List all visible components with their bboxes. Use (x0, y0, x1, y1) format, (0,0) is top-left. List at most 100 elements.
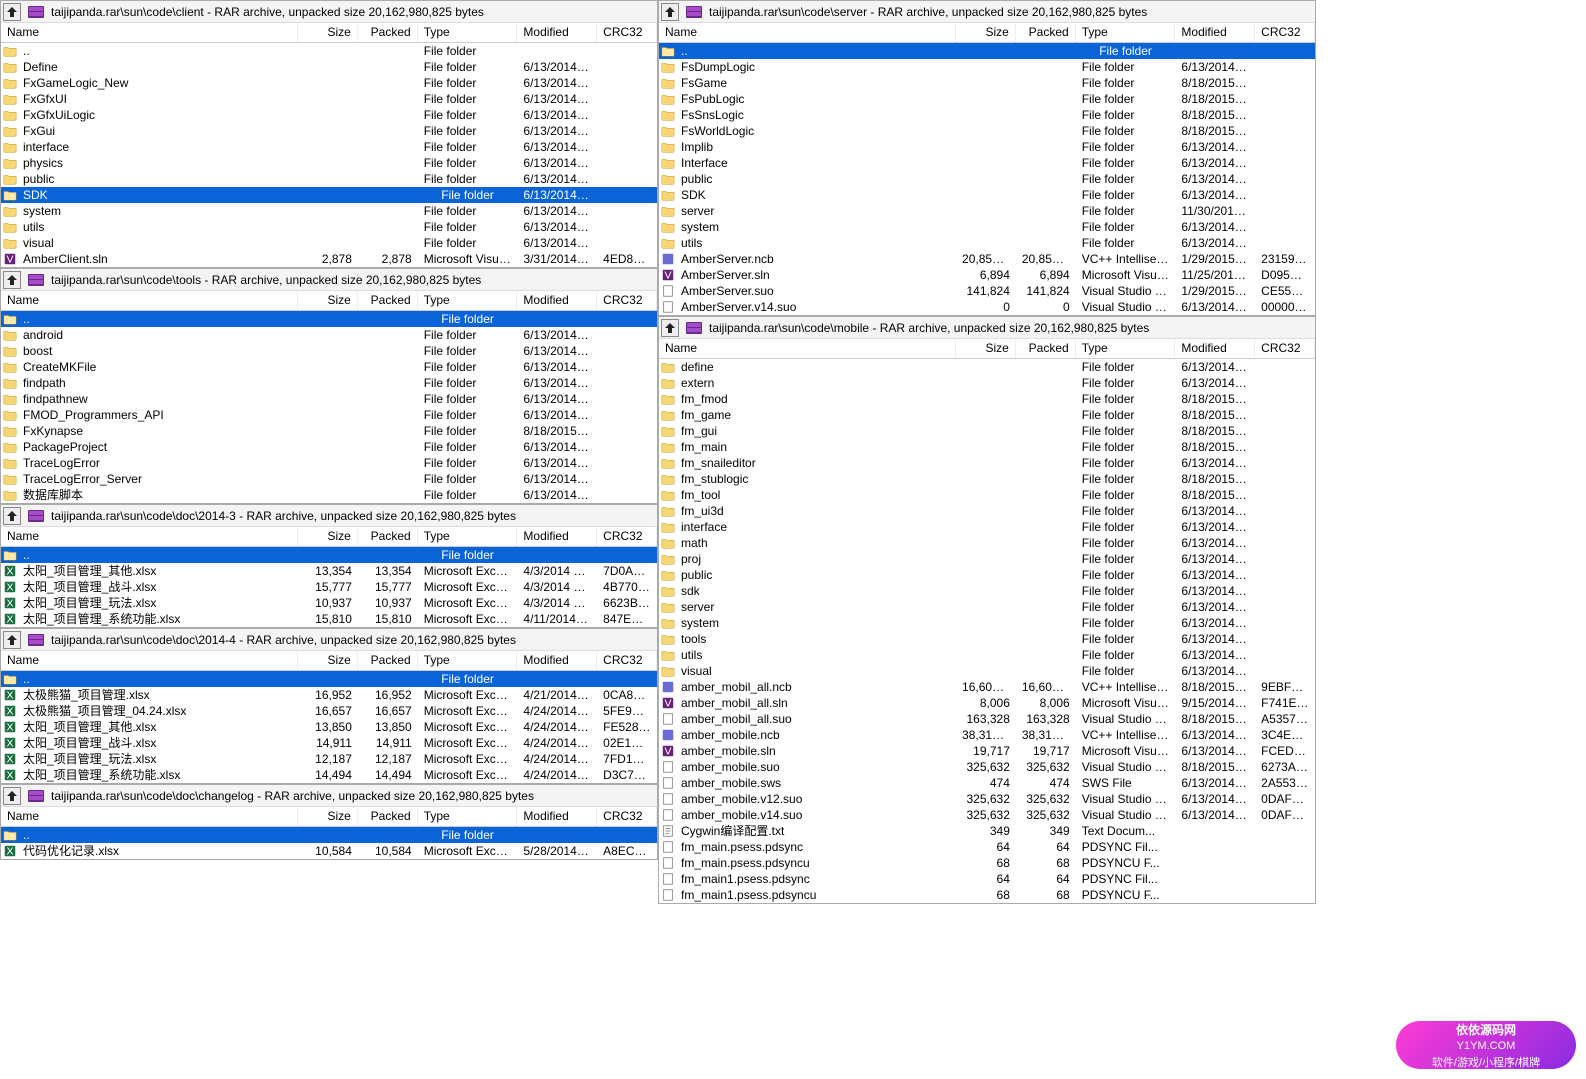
table-row[interactable]: fm_game File folder 8/18/2015 4:23 ... (659, 407, 1315, 423)
col-type[interactable]: Type (418, 807, 518, 826)
table-row[interactable]: amber_mobile.sws 474 474 SWS File 6/13/2… (659, 775, 1315, 791)
table-row[interactable]: .. File folder (1, 43, 657, 59)
up-button[interactable] (3, 631, 21, 649)
col-name[interactable]: Name (1, 527, 298, 546)
table-row[interactable]: SDK File folder 6/13/2014 8:59 ... (659, 187, 1315, 203)
table-row[interactable]: interface File folder 6/13/2014 8:59 ... (659, 519, 1315, 535)
table-row[interactable]: V AmberClient.sln 2,878 2,878 Microsoft … (1, 251, 657, 267)
col-modified[interactable]: Modified (517, 291, 597, 310)
table-row[interactable]: X 太阳_项目管理_玩法.xlsx 10,937 10,937 Microsof… (1, 595, 657, 611)
table-row[interactable]: .. File folder (659, 43, 1315, 59)
col-modified[interactable]: Modified (1175, 339, 1255, 358)
table-row[interactable]: amber_mobile.suo 325,632 325,632 Visual … (659, 759, 1315, 775)
up-button[interactable] (661, 319, 679, 337)
table-row[interactable]: .. File folder (1, 827, 657, 843)
up-button[interactable] (3, 3, 21, 21)
col-size[interactable]: Size (298, 807, 358, 826)
table-row[interactable]: visual File folder 6/13/2014 8:59 ... (659, 663, 1315, 679)
col-crc[interactable]: CRC32 (597, 527, 657, 546)
table-row[interactable]: fm_main1.psess.pdsync 64 64 PDSYNC Fil..… (659, 871, 1315, 887)
table-row[interactable]: math File folder 6/13/2014 8:59 ... (659, 535, 1315, 551)
table-row[interactable]: .. File folder (1, 671, 657, 687)
table-row[interactable]: utils File folder 6/13/2014 8:59 ... (659, 235, 1315, 251)
up-button[interactable] (3, 787, 21, 805)
table-row[interactable]: Interface File folder 6/13/2014 8:59 ... (659, 155, 1315, 171)
table-row[interactable]: public File folder 6/13/2014 8:59 ... (1, 171, 657, 187)
col-name[interactable]: Name (1, 651, 298, 670)
col-name[interactable]: Name (659, 339, 956, 358)
table-row[interactable]: server File folder 11/30/2014 6:3... (659, 203, 1315, 219)
table-row[interactable]: X 太极熊猫_项目管理_04.24.xlsx 16,657 16,657 Mic… (1, 703, 657, 719)
col-name[interactable]: Name (1, 807, 298, 826)
table-row[interactable]: FsSnsLogic File folder 8/18/2015 4:23 ..… (659, 107, 1315, 123)
col-crc[interactable]: CRC32 (597, 807, 657, 826)
table-row[interactable]: FxGfxUI File folder 6/13/2014 8:59 ... (1, 91, 657, 107)
table-row[interactable]: public File folder 6/13/2014 8:59 ... (659, 567, 1315, 583)
col-type[interactable]: Type (418, 23, 518, 42)
table-row[interactable]: CreateMKFile File folder 6/13/2014 9:06 … (1, 359, 657, 375)
table-row[interactable]: X 太阳_项目管理_系统功能.xlsx 14,494 14,494 Micros… (1, 767, 657, 783)
table-row[interactable]: amber_mobile.v14.suo 325,632 325,632 Vis… (659, 807, 1315, 823)
table-row[interactable]: amber_mobil_all.suo 163,328 163,328 Visu… (659, 711, 1315, 727)
col-size[interactable]: Size (956, 23, 1016, 42)
table-row[interactable]: fm_main1.psess.pdsyncu 68 68 PDSYNCU F..… (659, 887, 1315, 903)
table-row[interactable]: findpath File folder 6/13/2014 8:56 ... (1, 375, 657, 391)
table-row[interactable]: proj File folder 6/13/2014 8:56 ... (659, 551, 1315, 567)
col-type[interactable]: Type (418, 291, 518, 310)
table-row[interactable]: system File folder 6/13/2014 8:59 ... (659, 615, 1315, 631)
col-modified[interactable]: Modified (517, 527, 597, 546)
col-crc[interactable]: CRC32 (1255, 339, 1315, 358)
column-headers[interactable]: Name Size Packed Type Modified CRC32 (659, 339, 1315, 359)
table-row[interactable]: sdk File folder 6/13/2014 8:56 ... (659, 583, 1315, 599)
table-row[interactable]: AmberServer.ncb 20,851,712 20,851,712 VC… (659, 251, 1315, 267)
table-row[interactable]: TraceLogError File folder 6/13/2014 9:06… (1, 455, 657, 471)
col-packed[interactable]: Packed (358, 527, 418, 546)
table-row[interactable]: extern File folder 6/13/2014 8:56 ... (659, 375, 1315, 391)
table-row[interactable]: system File folder 6/13/2014 8:59 ... (1, 203, 657, 219)
up-button[interactable] (661, 3, 679, 21)
table-row[interactable]: fm_stublogic File folder 8/18/2015 4:28 … (659, 471, 1315, 487)
col-crc[interactable]: CRC32 (1255, 23, 1315, 42)
table-row[interactable]: physics File folder 6/13/2014 8:59 ... (1, 155, 657, 171)
table-row[interactable]: amber_mobile.v12.suo 325,632 325,632 Vis… (659, 791, 1315, 807)
table-row[interactable]: android File folder 6/13/2014 9:05 ... (1, 327, 657, 343)
table-row[interactable]: fm_snaileditor File folder 6/13/2014 8:5… (659, 455, 1315, 471)
col-type[interactable]: Type (418, 527, 518, 546)
column-headers[interactable]: Name Size Packed Type Modified CRC32 (1, 527, 657, 547)
table-row[interactable]: PackageProject File folder 6/13/2014 8:5… (1, 439, 657, 455)
table-row[interactable]: fm_main File folder 8/18/2015 4:23 ... (659, 439, 1315, 455)
table-row[interactable]: tools File folder 6/13/2014 8:59 ... (659, 631, 1315, 647)
table-row[interactable]: FMOD_Programmers_API File folder 6/13/20… (1, 407, 657, 423)
table-row[interactable]: findpathnew File folder 6/13/2014 8:56 .… (1, 391, 657, 407)
col-packed[interactable]: Packed (358, 807, 418, 826)
table-row[interactable]: public File folder 6/13/2014 8:59 ... (659, 171, 1315, 187)
col-size[interactable]: Size (956, 339, 1016, 358)
col-packed[interactable]: Packed (358, 23, 418, 42)
table-row[interactable]: Define File folder 6/13/2014 8:59 ... (1, 59, 657, 75)
table-row[interactable]: utils File folder 6/13/2014 8:59 ... (1, 219, 657, 235)
column-headers[interactable]: Name Size Packed Type Modified CRC32 (1, 807, 657, 827)
col-modified[interactable]: Modified (517, 807, 597, 826)
table-row[interactable]: 数据库脚本 File folder 6/13/2014 8:59 ... (1, 487, 657, 503)
column-headers[interactable]: Name Size Packed Type Modified CRC32 (1, 291, 657, 311)
table-row[interactable]: AmberServer.suo 141,824 141,824 Visual S… (659, 283, 1315, 299)
table-row[interactable]: utils File folder 6/13/2014 8:59 ... (659, 647, 1315, 663)
col-type[interactable]: Type (1076, 339, 1176, 358)
col-crc[interactable]: CRC32 (597, 291, 657, 310)
col-size[interactable]: Size (298, 527, 358, 546)
table-row[interactable]: FsPubLogic File folder 8/18/2015 4:23 ..… (659, 91, 1315, 107)
table-row[interactable]: fm_ui3d File folder 6/13/2014 8:59 ... (659, 503, 1315, 519)
table-row[interactable]: X 太阳_项目管理_战斗.xlsx 15,777 15,777 Microsof… (1, 579, 657, 595)
col-name[interactable]: Name (1, 291, 298, 310)
col-name[interactable]: Name (659, 23, 956, 42)
col-packed[interactable]: Packed (358, 291, 418, 310)
col-modified[interactable]: Modified (517, 651, 597, 670)
table-row[interactable]: interface File folder 6/13/2014 8:59 ... (1, 139, 657, 155)
table-row[interactable]: FxGui File folder 6/13/2014 8:59 ... (1, 123, 657, 139)
table-row[interactable]: amber_mobile.ncb 38,317,056 38,317,056 V… (659, 727, 1315, 743)
table-row[interactable]: X 太阳_项目管理_战斗.xlsx 14,911 14,911 Microsof… (1, 735, 657, 751)
col-packed[interactable]: Packed (1016, 23, 1076, 42)
table-row[interactable]: amber_mobil_all.ncb 16,608,256 16,608,25… (659, 679, 1315, 695)
col-modified[interactable]: Modified (1175, 23, 1255, 42)
table-row[interactable]: V amber_mobil_all.sln 8,006 8,006 Micros… (659, 695, 1315, 711)
